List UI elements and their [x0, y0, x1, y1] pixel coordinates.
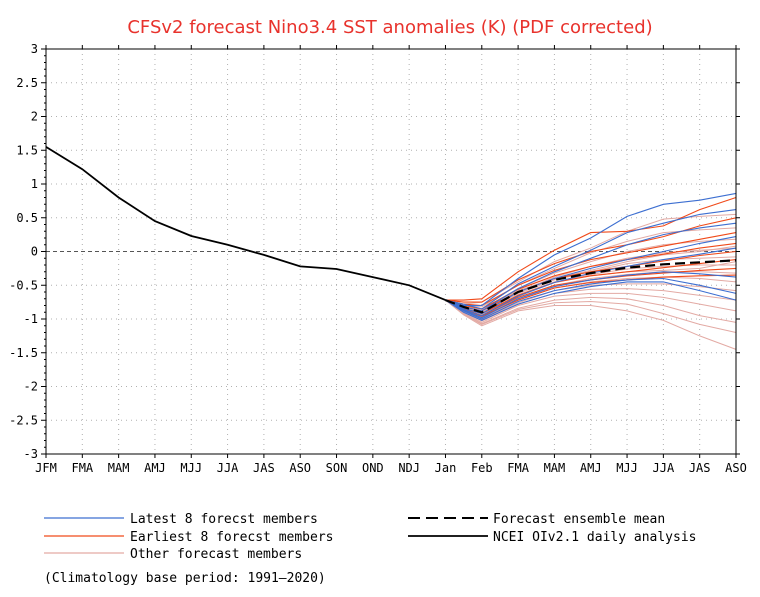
- other-member-line: [445, 299, 737, 333]
- x-tick-label: JJA: [217, 461, 239, 475]
- legend-label-earliest: Earliest 8 forecst members: [130, 530, 334, 545]
- latest-member-line: [445, 236, 737, 315]
- x-tick-label: MJJ: [180, 461, 202, 475]
- observed-line: [45, 146, 446, 301]
- latest-member-line: [445, 247, 737, 317]
- legend-label-latest: Latest 8 forecst members: [130, 512, 318, 527]
- ensemble-mean-line: [445, 259, 737, 314]
- x-tick-label: AMJ: [580, 461, 602, 475]
- x-tick-label: MAM: [108, 461, 130, 475]
- chart-title: CFSv2 forecast Nino3.4 SST anomalies (K)…: [127, 17, 652, 38]
- grid-lines: [46, 49, 736, 454]
- x-tick-label: MJJ: [616, 461, 638, 475]
- legend-label-other: Other forecast members: [130, 547, 302, 562]
- legend-label-mean: Forecast ensemble mean: [493, 512, 665, 527]
- y-tick-label: -3: [24, 447, 38, 461]
- x-tick-label: SON: [326, 461, 348, 475]
- y-tick-label: -2: [24, 380, 38, 394]
- earliest-member-line: [445, 196, 737, 301]
- latest-members-series: [445, 192, 737, 322]
- x-tick-label: ASO: [289, 461, 311, 475]
- y-tick-labels: 3 2.5 2 1.5 1 0.5 0 -0.5 -1 -1.5 -2 -2.5 -3: [9, 42, 38, 461]
- y-tick-label: 1.5: [16, 143, 38, 157]
- climatology-footnote: (Climatology base period: 1991—2020): [44, 571, 326, 586]
- y-tick-label: 3: [31, 42, 38, 56]
- x-tick-label: Jan: [435, 461, 457, 475]
- x-tick-labels: JFM FMA MAM AMJ MJJ JJA JAS ASO SON OND NDJ Jan Feb F…: [35, 461, 747, 475]
- latest-member-line: [445, 209, 737, 310]
- ensemble-mean-series: [445, 259, 737, 314]
- x-tick-label: ASO: [725, 461, 747, 475]
- x-tick-label: FMA: [71, 461, 93, 475]
- latest-member-line: [445, 222, 737, 312]
- x-tick-label: JFM: [35, 461, 57, 475]
- x-tick-label: MAM: [544, 461, 566, 475]
- y-tick-label: -1: [24, 312, 38, 326]
- x-tick-label: JJA: [653, 461, 675, 475]
- legend-label-observed: NCEI OIv2.1 daily analysis: [493, 530, 697, 545]
- x-tick-label: JAS: [689, 461, 711, 475]
- y-tick-label: 0: [31, 245, 38, 259]
- y-tick-label: 2.5: [16, 76, 38, 90]
- latest-member-line: [445, 281, 737, 322]
- y-tick-label: -2.5: [9, 413, 38, 427]
- legend: Latest 8 forecst members Earliest 8 fore…: [44, 512, 697, 562]
- latest-member-line: [445, 277, 737, 320]
- y-tick-label: 1: [31, 177, 38, 191]
- x-tick-label: Feb: [471, 461, 493, 475]
- other-member-line: [445, 296, 737, 325]
- y-tick-label: 2: [31, 110, 38, 124]
- latest-member-line: [445, 271, 737, 319]
- earliest-member-line: [445, 242, 737, 310]
- x-tick-label: OND: [362, 461, 384, 475]
- other-member-line: [445, 299, 737, 350]
- y-tick-label: -1.5: [9, 346, 38, 360]
- other-member-line: [445, 283, 737, 321]
- x-tick-label: JAS: [253, 461, 275, 475]
- observed-series: [45, 146, 446, 301]
- y-tick-label: 0.5: [16, 211, 38, 225]
- axis-ticks: [41, 45, 740, 458]
- other-member-line: [445, 292, 737, 323]
- x-tick-label: NDJ: [398, 461, 420, 475]
- x-tick-label: FMA: [507, 461, 529, 475]
- latest-member-line: [445, 192, 737, 307]
- x-tick-label: AMJ: [144, 461, 166, 475]
- y-tick-label: -0.5: [9, 278, 38, 292]
